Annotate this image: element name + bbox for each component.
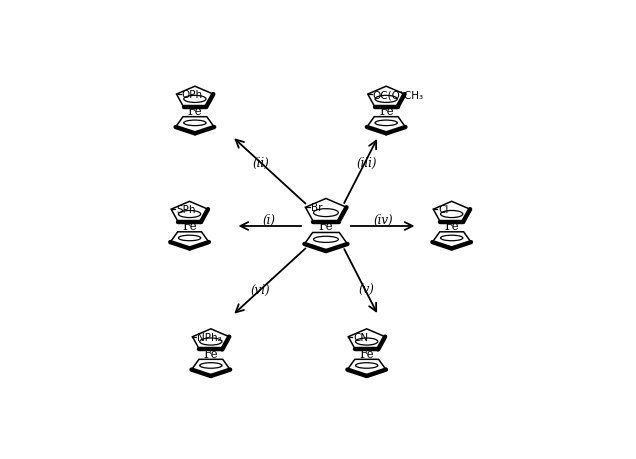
Ellipse shape bbox=[441, 211, 463, 218]
Ellipse shape bbox=[179, 211, 201, 218]
Ellipse shape bbox=[179, 235, 201, 241]
Text: OPh: OPh bbox=[181, 90, 202, 100]
Text: SPh: SPh bbox=[176, 205, 195, 215]
Ellipse shape bbox=[375, 96, 398, 103]
Ellipse shape bbox=[356, 338, 378, 345]
Ellipse shape bbox=[356, 363, 378, 369]
Text: OC(O)CH₃: OC(O)CH₃ bbox=[373, 90, 424, 100]
Text: Fe: Fe bbox=[204, 347, 218, 360]
Polygon shape bbox=[349, 329, 385, 350]
Ellipse shape bbox=[441, 235, 463, 241]
Text: Fe: Fe bbox=[319, 219, 333, 233]
Text: (iii): (iii) bbox=[356, 157, 377, 170]
Polygon shape bbox=[367, 118, 405, 134]
Ellipse shape bbox=[314, 237, 338, 243]
Polygon shape bbox=[305, 199, 347, 222]
Polygon shape bbox=[191, 359, 230, 376]
Ellipse shape bbox=[375, 121, 398, 126]
Text: Fe: Fe bbox=[379, 105, 394, 118]
Polygon shape bbox=[176, 118, 214, 134]
Text: Fe: Fe bbox=[188, 105, 202, 118]
Text: (i): (i) bbox=[262, 213, 275, 227]
Text: (vi): (vi) bbox=[251, 283, 270, 296]
Ellipse shape bbox=[184, 96, 206, 103]
Ellipse shape bbox=[184, 121, 206, 126]
Ellipse shape bbox=[314, 209, 338, 217]
Text: (ii): (ii) bbox=[252, 157, 269, 169]
Text: Fe: Fe bbox=[359, 347, 374, 360]
Polygon shape bbox=[170, 232, 209, 249]
Text: Fe: Fe bbox=[445, 220, 459, 233]
Text: CN: CN bbox=[353, 332, 368, 342]
Ellipse shape bbox=[200, 338, 222, 345]
Text: (iv): (iv) bbox=[373, 213, 393, 227]
Text: Br: Br bbox=[311, 203, 322, 213]
Text: Cl: Cl bbox=[438, 205, 448, 215]
Text: Fe: Fe bbox=[183, 220, 197, 233]
Polygon shape bbox=[347, 359, 386, 376]
Polygon shape bbox=[433, 202, 470, 223]
Polygon shape bbox=[177, 87, 213, 107]
Text: NPh₂: NPh₂ bbox=[197, 332, 222, 342]
Text: (v): (v) bbox=[359, 283, 375, 296]
Polygon shape bbox=[171, 202, 208, 223]
Polygon shape bbox=[368, 87, 404, 107]
Polygon shape bbox=[432, 232, 471, 249]
Ellipse shape bbox=[200, 363, 222, 369]
Polygon shape bbox=[193, 329, 229, 350]
Polygon shape bbox=[305, 233, 347, 252]
